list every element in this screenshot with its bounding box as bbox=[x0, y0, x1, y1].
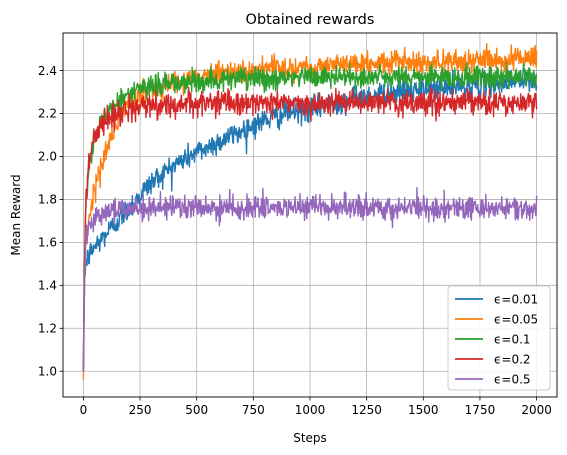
legend: ϵ=0.01 ϵ=0.05 ϵ=0.1 ϵ=0.2 ϵ=0.5 bbox=[447, 285, 551, 391]
axis-ticks: 0 250 500 750 1000 1250 1500 1750 2000 1.0 1.2 1.4 1… bbox=[38, 64, 552, 417]
legend-label: ϵ=0.5 bbox=[494, 372, 531, 386]
chart-title: Obtained rewards bbox=[246, 12, 375, 28]
x-tick-label: 500 bbox=[185, 403, 208, 417]
y-tick-label: 1.8 bbox=[38, 193, 57, 207]
x-tick-label: 1750 bbox=[465, 403, 496, 417]
legend-label: ϵ=0.01 bbox=[494, 292, 538, 306]
legend-label: ϵ=0.05 bbox=[494, 312, 538, 326]
y-tick-label: 1.6 bbox=[38, 236, 57, 250]
y-tick-label: 2.2 bbox=[38, 107, 57, 121]
y-tick-label: 2.0 bbox=[38, 150, 57, 164]
y-tick-label: 1.4 bbox=[38, 279, 57, 293]
x-tick-label: 750 bbox=[242, 403, 265, 417]
legend-label: ϵ=0.1 bbox=[494, 332, 531, 346]
x-tick-label: 1000 bbox=[295, 403, 326, 417]
series-line-5 bbox=[82, 187, 538, 372]
legend-box bbox=[447, 285, 551, 391]
x-axis-label: Steps bbox=[293, 431, 327, 445]
y-tick-label: 1.2 bbox=[38, 321, 57, 335]
series-lines bbox=[82, 43, 538, 380]
y-tick-label: 1.0 bbox=[38, 364, 57, 378]
x-tick-label: 1500 bbox=[408, 403, 439, 417]
series-line-4 bbox=[82, 86, 538, 372]
y-axis-label: Mean Reward bbox=[9, 174, 23, 255]
y-tick-label: 2.4 bbox=[38, 64, 57, 78]
legend-label: ϵ=0.2 bbox=[494, 352, 531, 366]
x-tick-label: 2000 bbox=[521, 403, 552, 417]
x-tick-label: 1250 bbox=[351, 403, 382, 417]
x-tick-label: 0 bbox=[80, 403, 88, 417]
series-line-3 bbox=[82, 61, 538, 372]
x-tick-label: 250 bbox=[129, 403, 152, 417]
